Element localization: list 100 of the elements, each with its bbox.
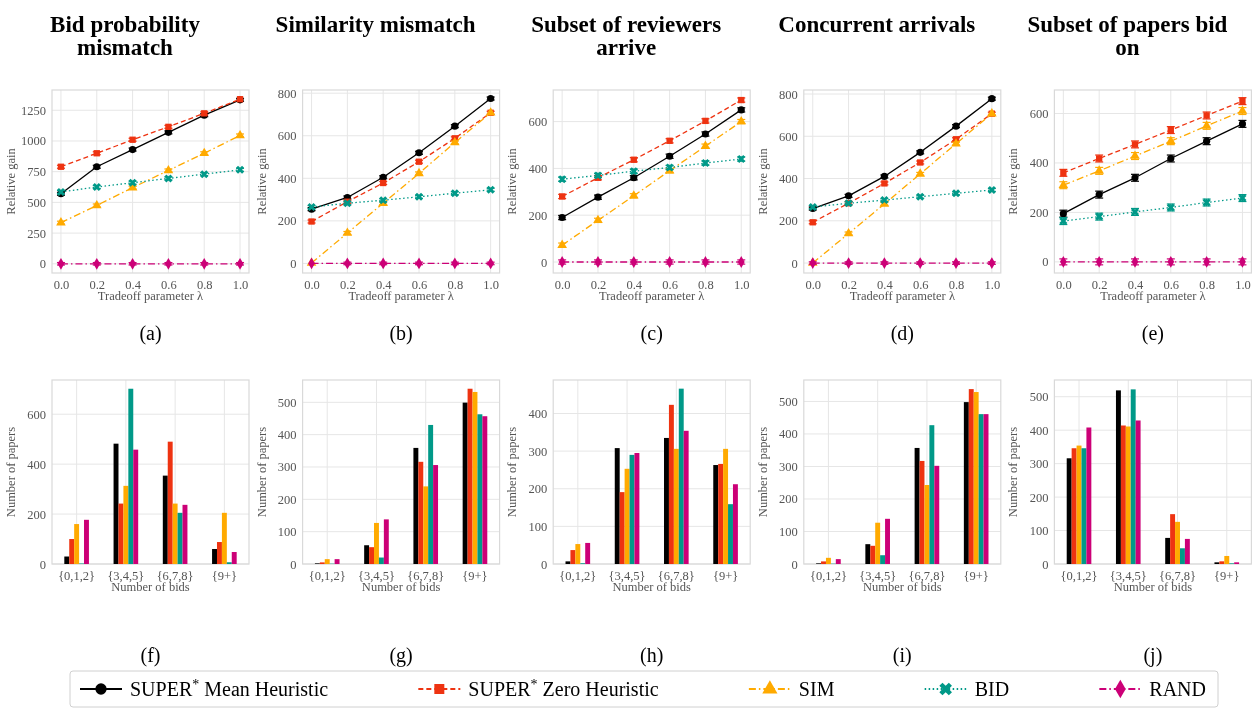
y-tick-label: 1250 [21, 103, 46, 118]
text: (h) [640, 644, 664, 667]
text: (b) [389, 322, 413, 345]
x-tick-label: 0.4 [1127, 277, 1145, 292]
y-tick-label: 200 [779, 214, 798, 229]
y-tick-label: 300 [1029, 457, 1049, 472]
y-axis-title: Relative gain [505, 147, 520, 215]
text: (e) [1141, 322, 1164, 345]
x-tick-label: {6,7,8} [156, 568, 194, 583]
x-tick-label: {3,4,5} [859, 568, 897, 583]
y-axis-title: Number of papers [254, 426, 269, 518]
x-tick-label: 0.6 [912, 277, 929, 292]
y-tick-label: 100 [528, 519, 548, 534]
y-tick-label: 200 [27, 507, 46, 522]
x-tick-label: 0.4 [375, 277, 393, 292]
y-tick-label: 200 [277, 214, 297, 229]
x-tick-label: 0.4 [125, 277, 142, 292]
x-tick-label: {6,7,8} [908, 568, 946, 583]
y-tick-label: 0 [791, 256, 798, 271]
y-tick-label: 300 [779, 459, 798, 474]
y-tick-label: 100 [277, 525, 297, 540]
y-axis-title: Number of papers [4, 426, 18, 518]
y-tick-label: 500 [277, 395, 297, 410]
x-tick-label: 0.2 [841, 277, 857, 292]
y-tick-label: 400 [277, 171, 297, 186]
x-axis-title: Tradeoff parameter λ [849, 289, 955, 303]
x-tick-label: {3,4,5} [357, 568, 395, 583]
chart-title: Subset of reviewers arrive [531, 12, 722, 60]
y-tick-label: 800 [779, 87, 798, 102]
legend-label: RAND [1149, 678, 1206, 700]
y-tick-label: 200 [1029, 205, 1049, 220]
x-axis-title: Tradeoff parameter λ [348, 289, 454, 303]
x-tick-label: {9+} [462, 568, 488, 583]
y-tick-label: 0 [540, 255, 548, 270]
x-axis-title: Tradeoff parameter λ [1100, 289, 1206, 303]
chart-title: Bid probability mismatch [50, 12, 201, 60]
x-tick-label: 0.8 [948, 277, 965, 292]
x-tick-label: 0.0 [304, 277, 320, 292]
x-tick-label: {3,4,5} [1109, 568, 1147, 583]
x-tick-label: 0.6 [411, 277, 428, 292]
y-tick-label: 600 [779, 129, 798, 144]
y-tick-label: 400 [779, 172, 798, 187]
y-axis-title: Number of papers [1006, 426, 1021, 518]
x-tick-label: 0.2 [1091, 277, 1108, 292]
y-axis-title: Number of papers [505, 426, 520, 518]
y-tick-label: 250 [27, 226, 46, 241]
y-tick-label: 0 [1042, 255, 1049, 270]
y-axis-title: Relative gain [254, 147, 269, 215]
x-tick-label: {3,4,5} [608, 568, 646, 583]
y-tick-label: 400 [277, 428, 297, 443]
x-tick-label: 1.0 [984, 277, 1001, 292]
y-tick-label: 500 [27, 195, 46, 210]
y-tick-label: 300 [277, 460, 297, 475]
x-tick-label: {9+} [712, 568, 739, 583]
y-tick-label: 0 [540, 557, 548, 572]
x-tick-label: 0.0 [53, 277, 70, 292]
x-tick-label: 1.0 [232, 277, 249, 292]
x-tick-label: {6,7,8} [1159, 568, 1197, 583]
text: (j) [1143, 644, 1163, 667]
text: (g) [389, 644, 413, 667]
x-axis-title: Tradeoff parameter λ [599, 289, 705, 303]
y-tick-label: 0 [290, 256, 297, 271]
legend-label: BID [974, 678, 1010, 700]
chart-title: Concurrent arrivals [778, 12, 976, 37]
x-tick-label: 0.2 [590, 277, 607, 292]
y-tick-label: 300 [528, 444, 548, 459]
y-tick-label: 400 [1029, 423, 1049, 438]
x-tick-label: 1.0 [483, 277, 499, 292]
x-tick-label: 0.8 [1199, 277, 1215, 292]
x-tick-label: 0.4 [626, 277, 643, 292]
y-tick-label: 750 [27, 165, 46, 180]
y-tick-label: 400 [528, 161, 548, 176]
y-tick-label: 200 [277, 492, 297, 507]
x-tick-label: 0.6 [662, 277, 678, 292]
legend-label: SUPER$^{*}$ Mean Heuristic [130, 676, 329, 700]
y-tick-label: 0 [290, 557, 297, 572]
x-tick-label: {0,1,2} [58, 568, 96, 583]
x-axis-title: Tradeoff parameter λ [97, 289, 204, 303]
x-tick-label: 1.0 [1235, 277, 1251, 292]
y-axis-title: Relative gain [4, 147, 18, 215]
x-tick-label: 0.8 [447, 277, 464, 292]
y-tick-label: 400 [27, 457, 46, 472]
x-tick-label: 0.0 [805, 277, 822, 292]
y-axis-title: Relative gain [755, 147, 770, 215]
x-tick-label: {0,1,2} [559, 568, 597, 583]
y-tick-label: 0 [791, 557, 798, 572]
y-tick-label: 1000 [21, 134, 46, 149]
y-tick-label: 0 [39, 257, 46, 272]
x-tick-label: 0.2 [89, 277, 106, 292]
y-tick-label: 200 [528, 482, 548, 497]
y-tick-label: 600 [528, 115, 548, 130]
y-tick-label: 600 [1029, 106, 1049, 121]
text: (i) [892, 644, 912, 667]
x-tick-label: 0.6 [161, 277, 177, 292]
x-tick-label: 0.2 [340, 277, 356, 292]
x-tick-label: {9+} [963, 568, 989, 583]
chart-title: Subset of papers bid on [1027, 12, 1228, 60]
x-tick-label: {6,7,8} [657, 568, 695, 583]
x-tick-label: 0.4 [877, 277, 894, 292]
x-tick-label: {0,1,2} [1060, 568, 1098, 583]
